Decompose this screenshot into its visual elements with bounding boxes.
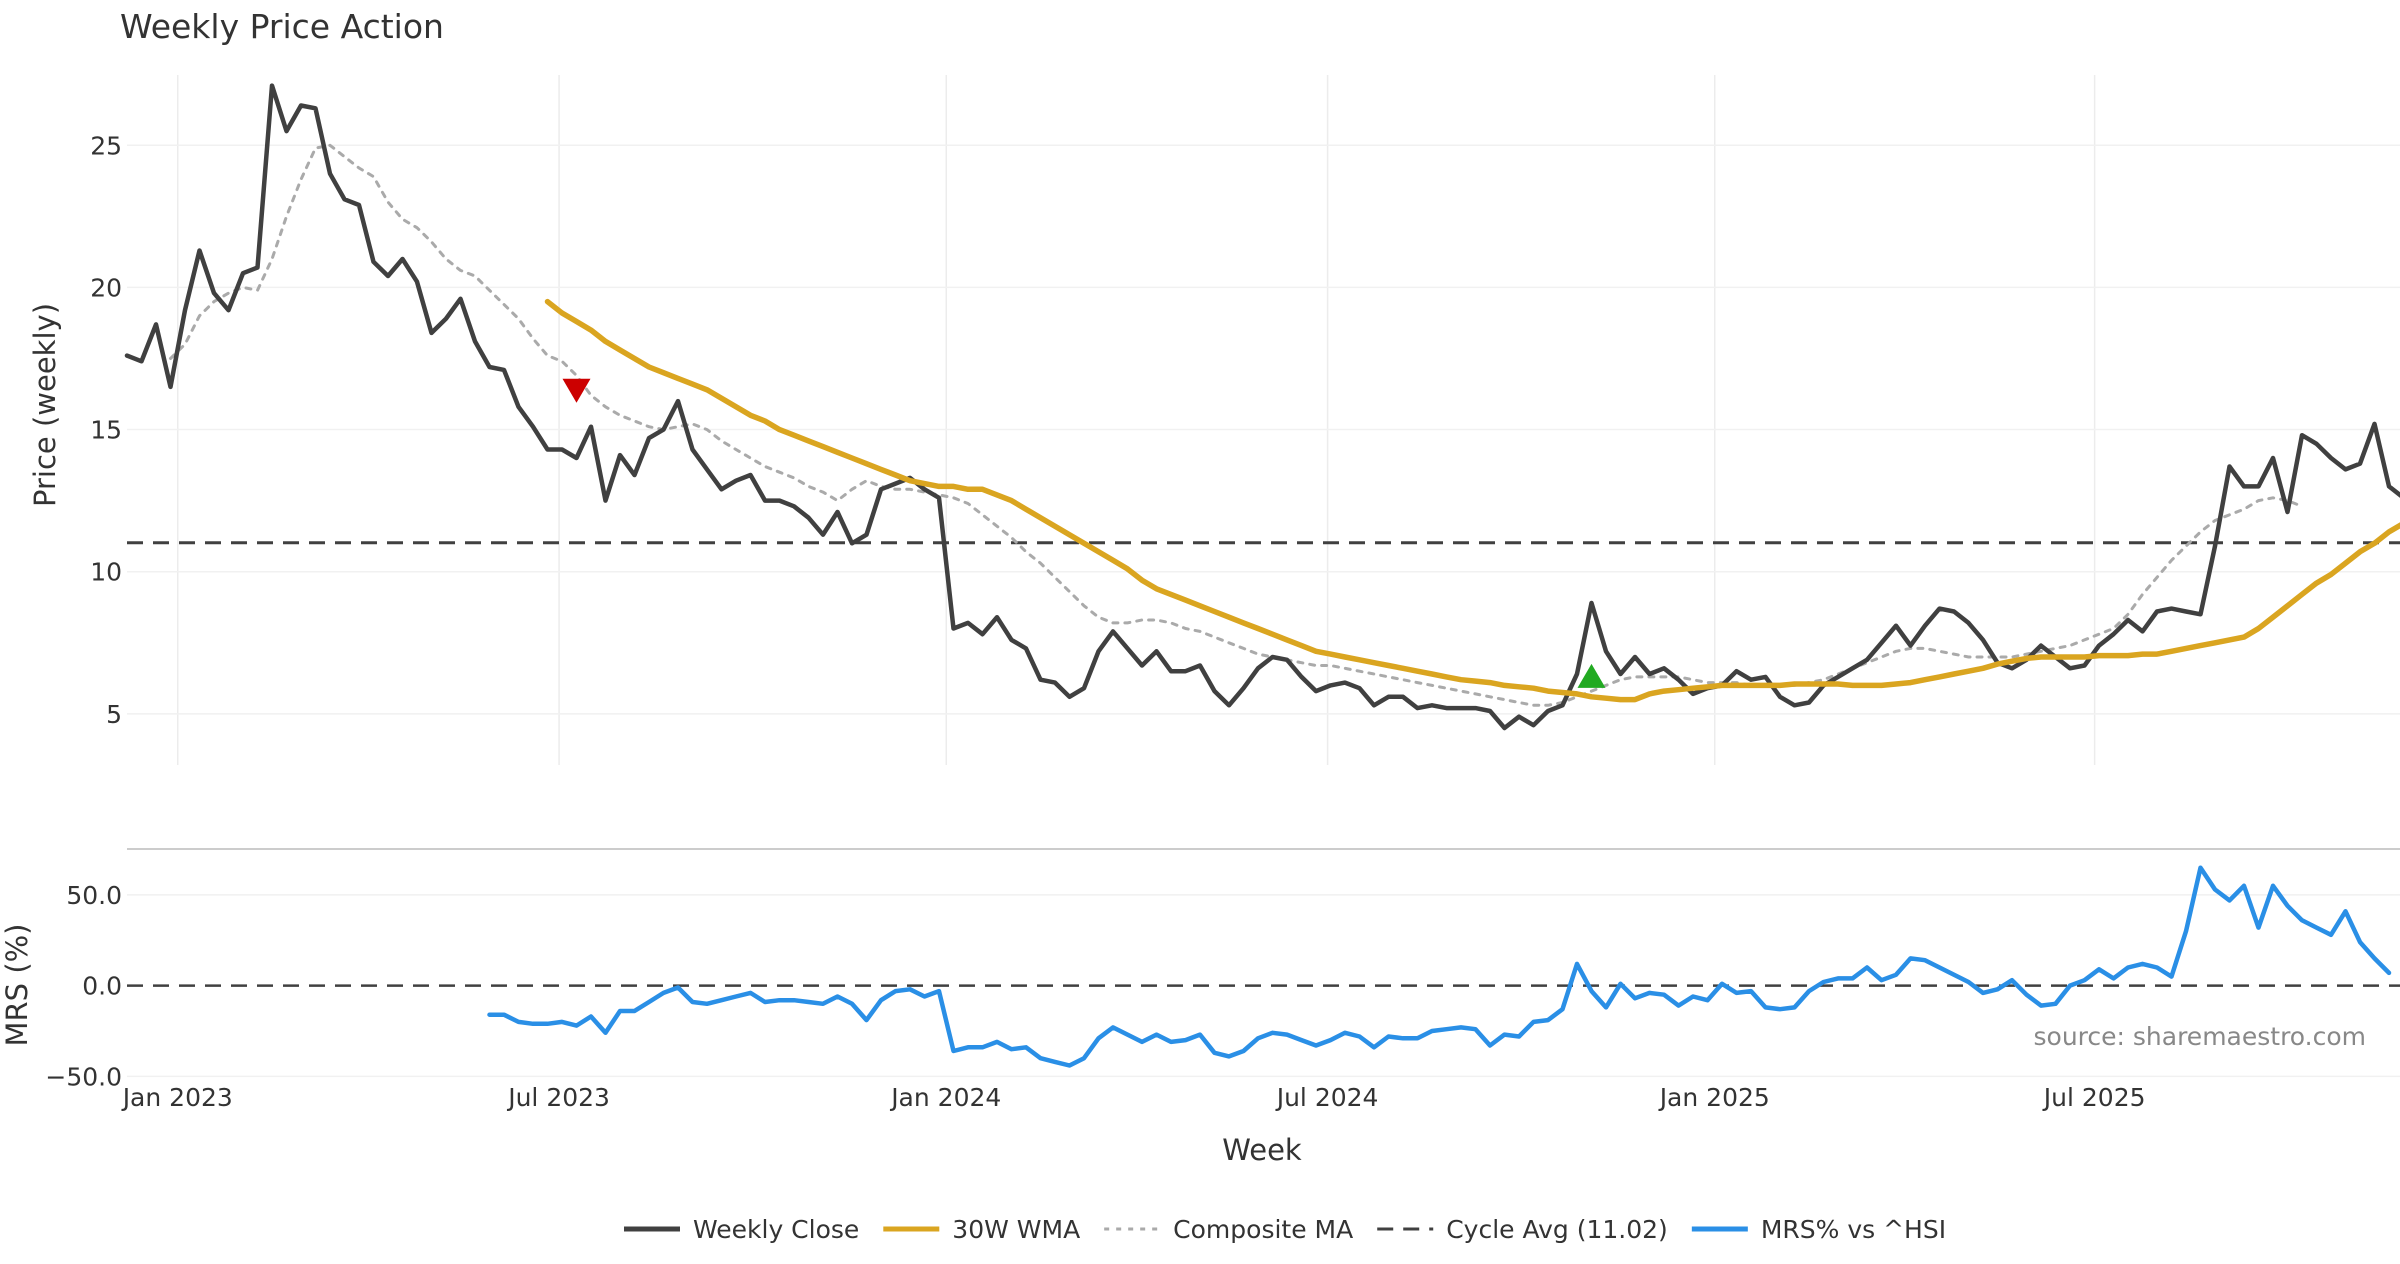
price-y-tick-label: 15	[90, 416, 122, 445]
x-tick-label: Jan 2025	[1658, 1083, 1770, 1112]
x-tick-label: Jan 2024	[889, 1083, 1001, 1112]
source-label: source: sharemaestro.com	[2034, 1022, 2367, 1051]
x-axis-label: Week	[1222, 1133, 1302, 1167]
price-y-label: Price (weekly)	[28, 303, 62, 507]
x-tick-label: Jan 2023	[121, 1083, 233, 1112]
legend-label: Composite MA	[1173, 1215, 1353, 1244]
legend-label: 30W WMA	[952, 1215, 1080, 1244]
mrs-y-tick-label: 0.0	[82, 972, 122, 1001]
mrs-y-tick-label: 50.0	[66, 881, 122, 910]
x-tick-label: Jul 2024	[1275, 1083, 1379, 1112]
x-tick-label: Jul 2025	[2042, 1083, 2146, 1112]
price-y-tick-label: 20	[90, 273, 122, 302]
chart-title: Weekly Price Action	[120, 7, 444, 46]
legend-label: Cycle Avg (11.02)	[1446, 1215, 1668, 1244]
mrs-y-label: MRS (%)	[0, 924, 34, 1047]
legend-label: Weekly Close	[693, 1215, 859, 1244]
x-tick-label: Jul 2023	[506, 1083, 610, 1112]
price-y-tick-label: 5	[106, 700, 122, 729]
mrs-y-tick-label: −50.0	[45, 1062, 122, 1091]
legend-label: MRS% vs ^HSI	[1761, 1215, 1946, 1244]
price-y-tick-label: 25	[90, 131, 122, 160]
price-y-tick-label: 10	[90, 558, 122, 587]
